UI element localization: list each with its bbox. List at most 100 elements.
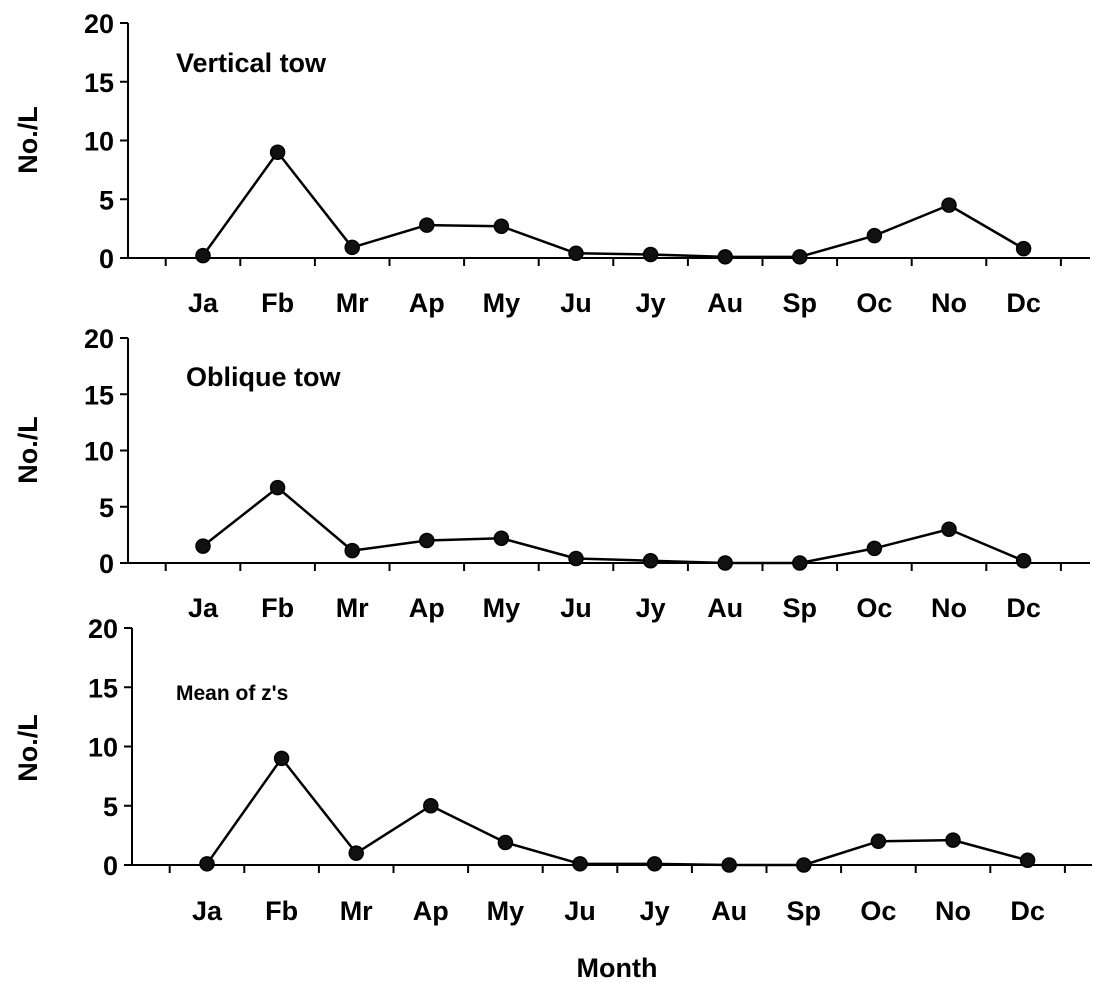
x-tick-label: Sp	[783, 593, 818, 623]
data-point	[717, 249, 733, 265]
data-point	[866, 540, 883, 557]
data-point	[1019, 852, 1036, 869]
x-tick-label: Oc	[856, 288, 892, 318]
panel-title: Vertical tow	[176, 48, 327, 78]
y-tick-label: 10	[84, 127, 114, 157]
x-tick-label: Oc	[860, 896, 896, 926]
data-point	[493, 218, 510, 235]
y-tick-label: 15	[84, 380, 114, 410]
x-tick-label: No	[935, 896, 971, 926]
data-point	[348, 845, 364, 861]
data-point	[1015, 240, 1032, 257]
data-point	[273, 750, 290, 767]
x-tick-label: Sp	[783, 288, 818, 318]
data-point	[497, 834, 514, 851]
x-tick-label: Mr	[340, 896, 373, 926]
y-tick-label: 20	[84, 324, 114, 354]
x-tick-label: Ju	[560, 288, 592, 318]
x-tick-label: No	[931, 288, 967, 318]
x-tick-label: My	[487, 896, 525, 926]
data-point	[269, 479, 286, 496]
data-point	[870, 833, 887, 850]
series-line	[202, 486, 1025, 565]
data-point	[642, 553, 659, 569]
y-tick-label: 10	[88, 733, 118, 763]
x-tick-label: Au	[711, 896, 747, 926]
x-tick-label: Dc	[1010, 896, 1045, 926]
x-tick-label: Ap	[409, 593, 445, 623]
x-tick-label: Jy	[640, 896, 670, 926]
x-tick-label: Ja	[188, 288, 219, 318]
x-tick-label: Jy	[636, 593, 666, 623]
x-tick-label: My	[483, 288, 521, 318]
x-tick-label: Au	[707, 593, 743, 623]
y-axis-title: No./L	[13, 416, 43, 484]
data-point	[941, 521, 957, 537]
x-tick-label: Mr	[336, 288, 369, 318]
x-tick-label: Mr	[336, 593, 369, 623]
data-point	[646, 856, 663, 872]
data-point	[792, 555, 808, 571]
x-axis-title: Month	[577, 953, 658, 983]
panel-title: Oblique tow	[186, 362, 341, 392]
x-tick-label: Fb	[265, 896, 298, 926]
data-point	[195, 247, 211, 264]
data-point	[568, 245, 584, 262]
data-point	[642, 246, 659, 263]
x-tick-label: Ap	[413, 896, 449, 926]
data-point	[717, 555, 733, 571]
data-point	[568, 550, 584, 567]
x-tick-label: Ap	[409, 288, 445, 318]
panel-title: Mean of z's	[176, 682, 288, 705]
chart-panel-3: 0 5 10 15 20 Ja Fb Mr Ap My Ju Jy Au Sp Oc No Dc No./L Mea…	[13, 614, 1092, 926]
data-point	[721, 857, 737, 873]
data-point	[344, 239, 360, 256]
data-point	[419, 532, 435, 549]
data-point	[1015, 553, 1032, 569]
data-point	[423, 798, 439, 814]
data-point	[792, 249, 808, 265]
y-tick-label: 20	[88, 614, 118, 644]
x-tick-label: Ju	[564, 896, 596, 926]
y-tick-label: 5	[99, 185, 114, 215]
data-point	[866, 227, 883, 244]
y-tick-label: 5	[99, 493, 114, 523]
x-tick-label: Sp	[787, 896, 822, 926]
y-axis-title: No./L	[13, 714, 43, 782]
data-point	[344, 542, 360, 559]
y-axis-title: No./L	[13, 106, 43, 174]
x-tick-label: Au	[707, 288, 743, 318]
x-tick-label: Ju	[560, 593, 592, 623]
chart-panel-1: 0 5 10 15 20 Ja Fb Mr Ap My Ju Jy Au Sp Oc No Dc No./L Ver…	[13, 9, 1090, 318]
data-point	[195, 538, 211, 554]
x-tick-label: Jy	[636, 288, 666, 318]
y-tick-label: 0	[103, 851, 118, 881]
series-line	[205, 757, 1028, 867]
data-point	[199, 856, 215, 872]
x-tick-label: Ja	[192, 896, 223, 926]
y-tick-label: 15	[88, 673, 118, 703]
data-point	[572, 856, 588, 872]
data-point	[945, 832, 961, 848]
y-tick-label: 0	[99, 244, 114, 274]
data-point	[796, 857, 812, 873]
x-tick-label: No	[931, 593, 967, 623]
y-tick-label: 10	[84, 437, 114, 467]
y-tick-label: 0	[99, 549, 114, 579]
series-line	[201, 151, 1025, 259]
data-point	[941, 197, 957, 213]
x-tick-label: Dc	[1006, 288, 1041, 318]
x-tick-label: Dc	[1006, 593, 1041, 623]
x-tick-label: My	[483, 593, 521, 623]
x-tick-label: Fb	[261, 593, 294, 623]
x-tick-label: Ja	[188, 593, 219, 623]
data-point	[493, 530, 510, 546]
chart-panel-2: 0 5 10 15 20 Ja Fb Mr Ap My Ju Jy Au Sp Oc No Dc No./L Obl…	[13, 324, 1090, 623]
y-tick-label: 5	[103, 792, 118, 822]
y-tick-label: 15	[84, 68, 114, 98]
data-point	[269, 144, 286, 160]
x-tick-label: Fb	[261, 288, 294, 318]
x-tick-label: Oc	[856, 593, 892, 623]
y-tick-label: 20	[84, 9, 114, 39]
